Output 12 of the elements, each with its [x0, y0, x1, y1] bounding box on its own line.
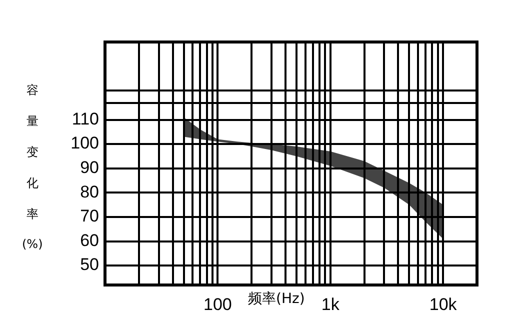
y-tick-label: 70	[80, 206, 99, 226]
x-tick-label: 100	[204, 294, 232, 314]
x-tick-label: 1k	[321, 294, 340, 314]
y-tick-label: 110	[72, 109, 99, 128]
text: 容量变化率(%)	[22, 83, 43, 251]
x-axis-title: 频率(Hz)	[248, 290, 305, 308]
y-tick-label: 80	[80, 182, 99, 202]
y-tick-label: 100	[70, 134, 99, 153]
x-tick-label: 10k	[429, 294, 458, 314]
y-tick-label: 90	[80, 158, 99, 178]
y-tick-label: 60	[80, 230, 99, 250]
y-tick-label: 50	[80, 255, 99, 274]
